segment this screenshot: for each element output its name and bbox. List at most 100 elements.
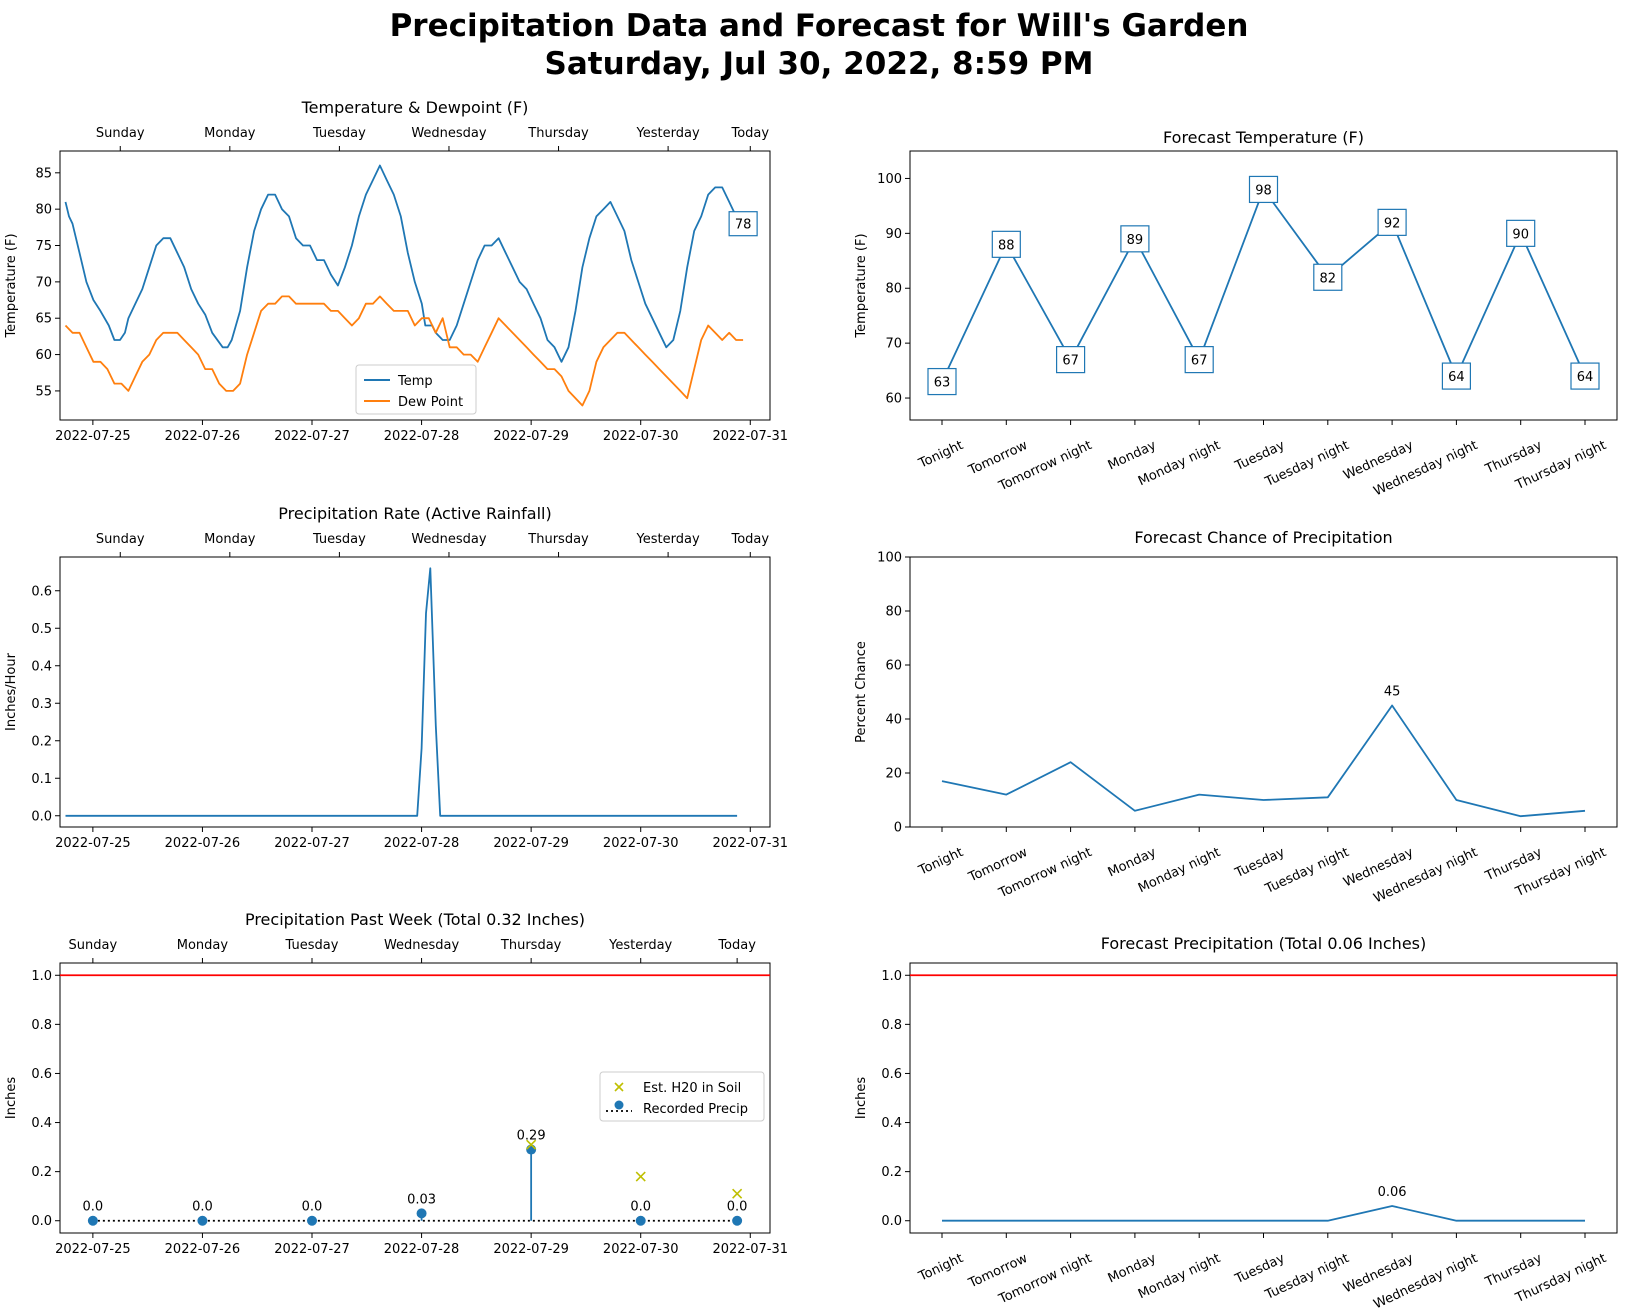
temp-dew-ytick-label-0: 55 — [35, 384, 52, 399]
fc-temp-label-box-1 — [991, 230, 1021, 258]
fc-temp-label-box-6 — [1313, 263, 1343, 291]
precip-week-marker-0 — [87, 1215, 98, 1226]
temp-dew-series-temp-line — [64, 164, 744, 363]
precip-week-toptick-label-2: Tuesday — [285, 938, 339, 953]
temp-dew-ytick-label-3: 70 — [35, 275, 52, 290]
precip-week-toptick-label-0: Sunday — [69, 938, 118, 953]
temp-dew-toptick-label-6: Today — [730, 126, 769, 141]
fc-temp-ytick-label-2: 80 — [885, 282, 902, 297]
precip-rate-xtick-label-2: 2022-07-27 — [274, 836, 350, 851]
precip-week-legend-swatch-rec-marker — [614, 1100, 624, 1110]
precip-week-ytick-label-3: 0.6 — [31, 1067, 52, 1082]
fc-chance-ytick-label-4: 80 — [885, 605, 902, 620]
temp-dew-toptick-label-5: Yesterday — [636, 126, 700, 141]
precip-week-value-label-3: 0.03 — [407, 1192, 436, 1207]
fc-temp-data-label-4: 67 — [1191, 354, 1208, 369]
precip-rate-ylabel: Inches/Hour — [4, 652, 19, 731]
precip-week-marker-2 — [307, 1215, 318, 1226]
temp-dew-xtick-label-3: 2022-07-28 — [384, 429, 460, 444]
fc-chance-peak-label: 45 — [1384, 685, 1401, 700]
precip-week-ytick-label-5: 1.0 — [31, 969, 52, 984]
temp-dew-xtick-label-2: 2022-07-27 — [274, 429, 350, 444]
precip-week-xtick-label-0: 2022-07-25 — [55, 1242, 131, 1257]
precip-week-xtick-label-2: 2022-07-27 — [274, 1242, 350, 1257]
precip-week-marker-3 — [416, 1208, 427, 1219]
precip-rate-title: Precipitation Rate (Active Rainfall) — [278, 504, 551, 523]
fc-temp-label-box-3 — [1120, 225, 1150, 253]
fc-temp-label-box-5 — [1248, 175, 1279, 204]
precip-rate-toptick-label-1: Monday — [204, 532, 256, 547]
temp-dew-ylabel: Temperature (F) — [4, 233, 19, 338]
temp-dew-xtick-label-0: 2022-07-25 — [55, 429, 131, 444]
temp-dew-toptick-label-3: Wednesday — [411, 126, 487, 141]
precip-rate-ytick-label-4: 0.4 — [31, 659, 52, 674]
precip-rate-xtick-label-5: 2022-07-30 — [603, 836, 679, 851]
precip-rate-toptick-label-4: Thursday — [527, 532, 589, 547]
precip-week-value-label-0: 0.0 — [83, 1200, 104, 1215]
precip-week-value-label-4: 0.29 — [517, 1129, 546, 1144]
precip-rate-ytick-label-6: 0.6 — [31, 584, 52, 599]
fc-precip-ytick-label-0: 0.0 — [881, 1214, 902, 1229]
precip-week-legend-label-soil: Est. H20 in Soil — [643, 1081, 741, 1096]
precip-week-marker-5 — [635, 1215, 646, 1226]
precip-week-xtick-label-1: 2022-07-26 — [165, 1242, 241, 1257]
temp-dew-ytick-label-5: 80 — [35, 203, 52, 218]
precip-rate-chart: Precipitation Rate (Active Rainfall) 0.0 0… — [4, 504, 788, 851]
precip-rate-series-line — [65, 567, 738, 817]
fc-precip-title: Forecast Precipitation (Total 0.06 Inche… — [1101, 934, 1427, 953]
fc-temp-label-box-7 — [1377, 208, 1407, 236]
fc-chance-title: Forecast Chance of Precipitation — [1134, 528, 1392, 547]
temp-dew-toptick-label-1: Monday — [204, 126, 256, 141]
precip-rate-ytick-label-3: 0.3 — [31, 697, 52, 712]
figure-title-line1: Precipitation Data and Forecast for Will… — [390, 8, 1249, 44]
temp-dew-ytick-label-4: 75 — [35, 239, 52, 254]
precip-week-toptick-label-5: Yesterday — [608, 938, 672, 953]
fc-chance-ytick-label-1: 20 — [885, 767, 902, 782]
precip-week-soil-marker-b-0 — [526, 1139, 537, 1150]
temp-dew-toptick-label-0: Sunday — [96, 126, 145, 141]
temp-dew-toptick-label-2: Tuesday — [312, 126, 366, 141]
precip-week-legend-swatch-soil-b — [614, 1082, 624, 1092]
temp-dew-chart: Temperature & Dewpoint (F) 55 60 65 70 75 80 85… — [4, 98, 788, 444]
fc-temp-data-label-8: 64 — [1448, 370, 1465, 385]
fc-precip-ytick-label-4: 0.8 — [881, 1018, 902, 1033]
precip-rate-toptick-label-3: Wednesday — [411, 532, 487, 547]
precip-week-marker-1 — [197, 1215, 208, 1226]
precip-week-toptick-label-3: Wednesday — [384, 938, 460, 953]
fc-temp-data-label-7: 92 — [1384, 216, 1401, 231]
precip-rate-toptick-label-0: Sunday — [96, 532, 145, 547]
temp-dew-toptick-label-4: Thursday — [527, 126, 589, 141]
precip-week-xtick-label-3: 2022-07-28 — [384, 1242, 460, 1257]
precip-rate-ytick-label-1: 0.1 — [31, 772, 52, 787]
fc-temp-ytick-label-4: 100 — [877, 172, 902, 187]
fc-temp-label-box-9 — [1506, 219, 1536, 247]
fc-precip-ytick-label-3: 0.6 — [881, 1067, 902, 1082]
fc-temp-label-box-0 — [927, 367, 957, 396]
fc-temp-ylabel: Temperature (F) — [854, 233, 869, 338]
fc-chance-ytick-label-0: 0 — [894, 821, 902, 836]
precip-week-value-label-5: 0.0 — [630, 1200, 651, 1215]
fc-temp-label-box-8 — [1441, 362, 1472, 390]
fc-precip-ytick-label-2: 0.4 — [881, 1116, 902, 1131]
temp-dew-ytick-label-2: 65 — [35, 312, 52, 327]
precip-week-xtick-label-6: 2022-07-31 — [712, 1242, 788, 1257]
precip-week-toptick-label-4: Thursday — [500, 938, 562, 953]
fc-temp-ytick-label-3: 90 — [885, 227, 902, 242]
precip-week-legend — [599, 1071, 765, 1122]
fc-precip-ytick-label-1: 0.2 — [881, 1165, 902, 1180]
temp-dew-xtick-label-5: 2022-07-30 — [603, 429, 679, 444]
temp-dew-series-dewpoint-line — [64, 295, 744, 407]
fc-temp-data-label-10: 64 — [1577, 370, 1594, 385]
precip-rate-ytick-label-0: 0.0 — [31, 809, 52, 824]
precip-rate-ytick-label-5: 0.5 — [31, 622, 52, 637]
precip-rate-xtick-label-4: 2022-07-29 — [493, 836, 569, 851]
fc-temp-data-label-0: 63 — [934, 376, 951, 391]
temp-dew-ytick-label-1: 60 — [35, 348, 52, 363]
precip-rate-xtick-label-3: 2022-07-28 — [384, 836, 460, 851]
fc-temp-data-label-5: 98 — [1255, 183, 1272, 198]
temp-dew-xtick-label-4: 2022-07-29 — [493, 429, 569, 444]
precip-week-legend-label-rec: Recorded Precip — [643, 1102, 748, 1117]
fc-chance-ytick-label-5: 100 — [877, 551, 902, 566]
precip-rate-ytick-label-2: 0.2 — [31, 734, 52, 749]
